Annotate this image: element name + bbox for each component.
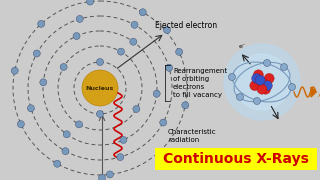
Circle shape — [139, 9, 146, 16]
Circle shape — [120, 136, 127, 143]
Circle shape — [117, 48, 124, 55]
Circle shape — [131, 21, 138, 28]
Circle shape — [257, 77, 267, 87]
Circle shape — [160, 119, 167, 126]
Circle shape — [38, 20, 45, 27]
Circle shape — [87, 0, 93, 5]
Circle shape — [54, 160, 61, 167]
FancyBboxPatch shape — [155, 148, 317, 170]
Circle shape — [164, 26, 171, 33]
Circle shape — [107, 171, 113, 178]
Text: Nucleus: Nucleus — [86, 86, 114, 91]
Circle shape — [11, 67, 18, 74]
Circle shape — [281, 64, 287, 71]
Text: Rearrangement
of orbiting
electrons
to fill vacancy: Rearrangement of orbiting electrons to f… — [173, 68, 227, 98]
Circle shape — [255, 75, 265, 85]
Circle shape — [33, 50, 40, 57]
Text: Characteristic
radiation: Characteristic radiation — [168, 129, 217, 143]
Circle shape — [260, 84, 271, 94]
Text: Ejected electron: Ejected electron — [155, 21, 217, 30]
Circle shape — [76, 15, 83, 22]
Circle shape — [250, 81, 260, 91]
Circle shape — [73, 33, 80, 40]
Circle shape — [236, 93, 244, 100]
Circle shape — [252, 73, 262, 83]
Text: Continuous X-Rays: Continuous X-Rays — [163, 152, 309, 166]
Circle shape — [253, 70, 263, 80]
Circle shape — [289, 84, 295, 91]
Circle shape — [130, 38, 137, 45]
Circle shape — [99, 174, 106, 180]
Circle shape — [155, 149, 162, 156]
Circle shape — [97, 111, 103, 118]
Circle shape — [82, 70, 118, 106]
Circle shape — [165, 64, 172, 71]
Circle shape — [262, 81, 272, 91]
Circle shape — [28, 105, 35, 112]
Circle shape — [182, 102, 189, 109]
Circle shape — [234, 54, 290, 110]
Circle shape — [253, 98, 260, 105]
Circle shape — [264, 73, 274, 83]
Circle shape — [117, 154, 124, 161]
Circle shape — [153, 90, 160, 97]
Circle shape — [263, 60, 270, 66]
Circle shape — [257, 84, 267, 94]
Circle shape — [76, 121, 83, 128]
Polygon shape — [311, 87, 316, 97]
Circle shape — [62, 148, 69, 155]
Circle shape — [176, 48, 183, 55]
Circle shape — [133, 105, 140, 112]
Circle shape — [40, 79, 47, 86]
Circle shape — [224, 44, 300, 120]
Circle shape — [228, 73, 236, 80]
Circle shape — [60, 64, 67, 71]
Circle shape — [97, 58, 103, 66]
Text: x-ray: x-ray — [317, 93, 320, 98]
Circle shape — [63, 131, 70, 138]
Text: e⁻: e⁻ — [238, 44, 245, 49]
Circle shape — [17, 121, 24, 128]
